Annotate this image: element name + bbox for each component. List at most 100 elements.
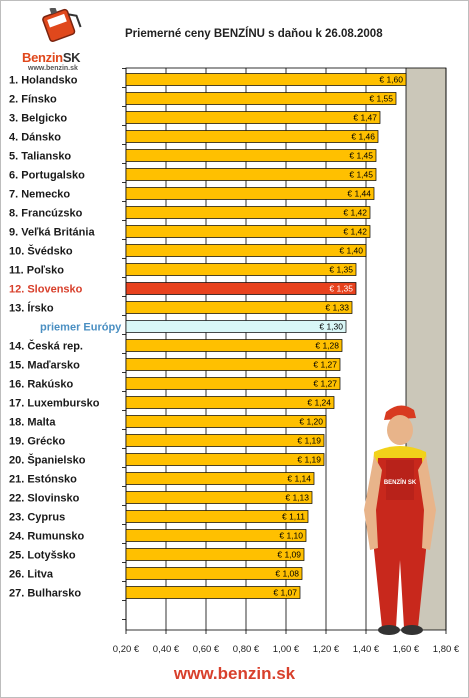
data-label: € 1,07 bbox=[273, 588, 297, 598]
x-axis: 0,20 € 0,40 € 0,60 € 0,80 € 1,00 € 1,20 € 1,40… bbox=[113, 630, 460, 655]
data-label: € 1,19 bbox=[297, 455, 321, 465]
data-label: € 1,08 bbox=[275, 569, 299, 579]
bar bbox=[125, 244, 367, 257]
category-label: 13. Írsko bbox=[9, 302, 54, 315]
data-label: € 1,13 bbox=[285, 493, 309, 503]
category-label: 3. Belgicko bbox=[9, 113, 67, 125]
x-tick-label: 1,00 € bbox=[273, 644, 300, 655]
bar bbox=[125, 130, 379, 143]
category-label: 22. Slovinsko bbox=[9, 493, 80, 505]
logo-wordmark: BenzinSK bbox=[22, 50, 81, 65]
category-label: 8. Francúzsko bbox=[9, 208, 83, 220]
bar bbox=[125, 263, 357, 276]
data-label: € 1,47 bbox=[353, 113, 377, 123]
x-tick-label: 1,40 € bbox=[353, 644, 380, 655]
data-label: € 1,19 bbox=[297, 436, 321, 446]
data-label: € 1,27 bbox=[313, 379, 337, 389]
bar bbox=[125, 339, 343, 352]
data-label: € 1,20 bbox=[299, 417, 323, 427]
data-label: € 1,60 bbox=[379, 75, 403, 85]
category-label: 12. Slovensko bbox=[9, 284, 83, 296]
bar bbox=[125, 301, 353, 314]
bar bbox=[125, 149, 377, 162]
x-tick-label: 0,80 € bbox=[233, 644, 260, 655]
data-label: € 1,14 bbox=[287, 474, 311, 484]
data-label: € 1,24 bbox=[307, 398, 331, 408]
bar bbox=[125, 491, 313, 504]
bar bbox=[125, 225, 371, 238]
category-label: 4. Dánsko bbox=[9, 132, 61, 144]
data-label: € 1,10 bbox=[279, 531, 303, 541]
bar bbox=[125, 282, 357, 295]
category-label: 10. Švédsko bbox=[9, 245, 73, 258]
data-label: € 1,42 bbox=[343, 227, 367, 237]
bar bbox=[125, 434, 325, 447]
category-label: 23. Cyprus bbox=[9, 512, 65, 524]
mascot-badge: BENZÍN SK bbox=[384, 478, 417, 486]
bar bbox=[125, 73, 407, 86]
category-label: 18. Malta bbox=[9, 417, 56, 429]
category-label: 20. Španielsko bbox=[9, 454, 86, 467]
bar bbox=[125, 567, 303, 580]
x-tick-label: 0,60 € bbox=[193, 644, 220, 655]
category-label: 17. Luxembursko bbox=[9, 398, 100, 410]
category-label: 27. Bulharsko bbox=[9, 588, 81, 600]
bar bbox=[125, 510, 309, 523]
data-label: € 1,27 bbox=[313, 360, 337, 370]
bar bbox=[125, 168, 377, 181]
bars: € 1,60 € 1,55 € 1,47 € 1,46 € 1,45 € 1,45 € 1,… bbox=[125, 73, 407, 599]
category-label: 19. Grécko bbox=[9, 436, 66, 448]
category-label: 14. Česká rep. bbox=[9, 340, 83, 353]
data-label: € 1,35 bbox=[329, 265, 353, 275]
gas-station-attendant-mascot: BENZÍN SK bbox=[364, 405, 436, 635]
data-label: € 1,28 bbox=[315, 341, 339, 351]
category-label: 1. Holandsko bbox=[9, 75, 78, 87]
bar bbox=[125, 111, 381, 124]
category-label: 11. Poľsko bbox=[9, 265, 64, 277]
category-label: 25. Lotyšsko bbox=[9, 550, 76, 562]
data-label: € 1,46 bbox=[351, 132, 375, 142]
data-label: € 1,44 bbox=[347, 189, 371, 199]
data-label: € 1,33 bbox=[325, 303, 349, 313]
benzin-logo: BenzinSK www.benzin.sk bbox=[10, 6, 90, 72]
logo-url: www.benzin.sk bbox=[28, 65, 78, 72]
data-label: € 1,45 bbox=[349, 151, 373, 161]
x-tick-label: 1,20 € bbox=[313, 644, 340, 655]
bar bbox=[125, 358, 341, 371]
data-label: € 1,55 bbox=[369, 94, 393, 104]
data-label: € 1,42 bbox=[343, 208, 367, 218]
bar bbox=[125, 377, 341, 390]
footer-url: www.benzin.sk bbox=[173, 664, 296, 683]
bar bbox=[125, 92, 397, 105]
data-label: € 1,40 bbox=[339, 246, 363, 256]
chart-title: Priemerné ceny BENZÍNU s daňou k 26.08.2… bbox=[125, 28, 383, 40]
category-label: 15. Maďarsko bbox=[9, 360, 80, 372]
data-label: € 1,11 bbox=[282, 512, 305, 522]
category-label: 21. Estónsko bbox=[9, 474, 77, 486]
bar bbox=[125, 453, 325, 466]
category-label: 7. Nemecko bbox=[9, 189, 70, 201]
bar bbox=[125, 415, 327, 428]
x-tick-label: 1,80 € bbox=[433, 644, 460, 655]
bar bbox=[125, 320, 347, 333]
data-label: € 1,35 bbox=[329, 284, 353, 294]
data-label: € 1,45 bbox=[349, 170, 373, 180]
category-label: 24. Rumunsko bbox=[9, 531, 84, 543]
category-label: 16. Rakúsko bbox=[9, 379, 73, 391]
bar bbox=[125, 472, 315, 485]
bar bbox=[125, 396, 335, 409]
category-label: 2. Fínsko bbox=[9, 94, 57, 106]
fuel-pump-icon bbox=[42, 6, 82, 42]
category-label: 9. Veľká Británia bbox=[9, 227, 95, 239]
bar bbox=[125, 206, 371, 219]
data-label: € 1,30 bbox=[319, 322, 343, 332]
category-labels: 1. Holandsko 2. Fínsko 3. Belgicko 4. Dánsk… bbox=[9, 75, 122, 600]
x-tick-label: 0,40 € bbox=[153, 644, 180, 655]
category-label: 5. Taliansko bbox=[9, 151, 71, 163]
bar bbox=[125, 548, 305, 561]
category-label: 6. Portugalsko bbox=[9, 170, 85, 182]
data-label: € 1,09 bbox=[277, 550, 301, 560]
x-tick-label: 0,20 € bbox=[113, 644, 140, 655]
x-tick-label: 1,60 € bbox=[393, 644, 420, 655]
